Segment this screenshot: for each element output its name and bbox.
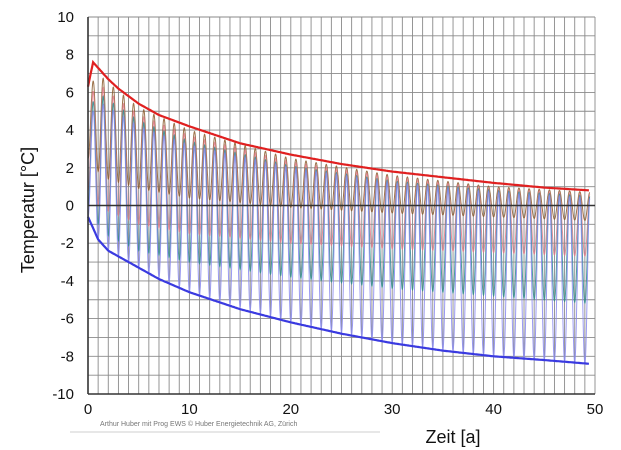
y-tick-label: -2: [61, 235, 74, 252]
x-tick-label: 10: [181, 401, 198, 418]
y-tick-label: 4: [66, 122, 74, 139]
y-tick-label: -10: [52, 386, 74, 403]
x-tick-label: 30: [384, 401, 401, 418]
x-tick-label: 0: [84, 401, 92, 418]
credit-text: Arthur Huber mit Prog EWS © Huber Energi…: [100, 420, 297, 428]
y-tick-label: 6: [66, 84, 74, 101]
y-tick-label: 8: [66, 47, 74, 64]
x-tick-label: 50: [587, 401, 604, 418]
y-tick-label: -4: [61, 273, 74, 290]
x-tick-label: 40: [485, 401, 502, 418]
y-tick-label: 2: [66, 160, 74, 177]
x-axis-label: Zeit [a]: [425, 427, 480, 447]
y-axis-label: Temperatur [°C]: [18, 147, 38, 273]
y-tick-label: -6: [61, 311, 74, 328]
y-tick-label: 0: [66, 198, 74, 215]
y-tick-label: 10: [57, 9, 74, 26]
y-tick-label: -8: [61, 348, 74, 365]
x-tick-label: 20: [282, 401, 299, 418]
